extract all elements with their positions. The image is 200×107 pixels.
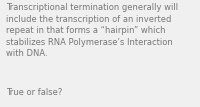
Text: Transcriptional termination generally will
include the transcription of an inver: Transcriptional termination generally wi… (6, 3, 178, 58)
Text: True or false?: True or false? (6, 88, 62, 97)
